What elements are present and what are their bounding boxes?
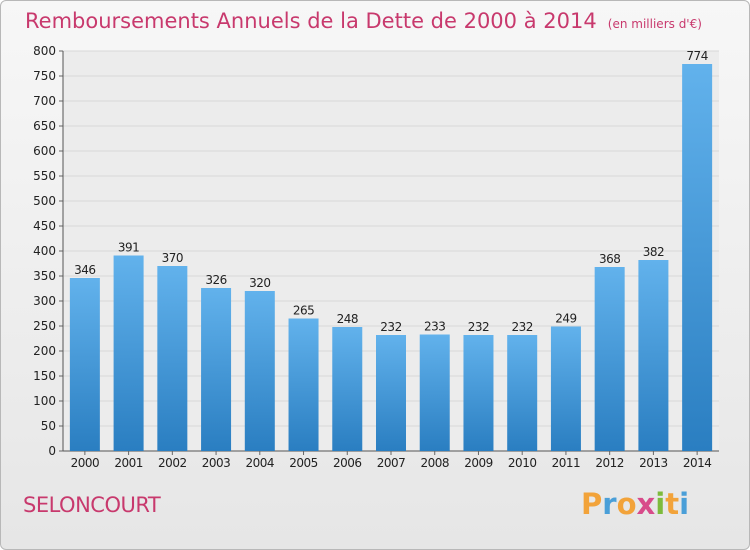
- y-tick-label: 450: [33, 219, 56, 233]
- y-tick-label: 500: [33, 194, 56, 208]
- bar: [550, 326, 581, 451]
- chart-title: Remboursements Annuels de la Dette de 20…: [25, 9, 597, 33]
- x-tick-label: 2004: [246, 456, 275, 470]
- x-tick-label: 2006: [333, 456, 362, 470]
- y-tick-label: 550: [33, 169, 56, 183]
- bar: [682, 64, 713, 451]
- x-tick-label: 2008: [420, 456, 449, 470]
- bar: [332, 327, 363, 451]
- y-tick-label: 50: [41, 419, 56, 433]
- x-tick-label: 2010: [508, 456, 537, 470]
- data-label: 232: [511, 320, 532, 334]
- y-tick-label: 650: [33, 119, 56, 133]
- data-label: 382: [643, 245, 664, 259]
- data-label: 232: [468, 320, 489, 334]
- bar: [463, 335, 494, 451]
- data-label: 346: [74, 263, 95, 277]
- x-tick-label: 2011: [552, 456, 581, 470]
- brand-letter: i: [655, 487, 666, 521]
- y-tick-label: 0: [48, 444, 56, 458]
- y-tick-label: 200: [33, 344, 56, 358]
- chart-unit: (en milliers d'€): [607, 17, 702, 31]
- data-label: 320: [249, 276, 270, 290]
- x-tick-label: 2012: [595, 456, 624, 470]
- brand-letter: x: [636, 487, 656, 521]
- bar: [113, 255, 144, 451]
- bar: [244, 291, 275, 451]
- x-tick-label: 2007: [377, 456, 406, 470]
- location-label: SELONCOURT: [23, 493, 161, 517]
- x-tick-label: 2013: [639, 456, 668, 470]
- x-tick-label: 2005: [289, 456, 318, 470]
- title-row: Remboursements Annuels de la Dette de 20…: [25, 9, 702, 33]
- x-tick-label: 2014: [683, 456, 712, 470]
- brand-letter: P: [581, 487, 603, 521]
- data-label: 265: [293, 304, 314, 318]
- y-tick-label: 400: [33, 244, 56, 258]
- x-tick-label: 2003: [202, 456, 231, 470]
- x-tick-label: 2001: [114, 456, 143, 470]
- data-label: 368: [599, 252, 620, 266]
- brand-letter: r: [602, 487, 617, 521]
- brand-letter: o: [616, 487, 637, 521]
- data-label: 249: [555, 312, 576, 326]
- data-label: 326: [205, 273, 226, 287]
- x-tick-label: 2009: [464, 456, 493, 470]
- bar: [376, 335, 406, 451]
- y-tick-label: 600: [33, 144, 56, 158]
- data-label: 248: [337, 312, 358, 326]
- y-tick-label: 300: [33, 294, 56, 308]
- x-tick-label: 2000: [71, 456, 100, 470]
- x-tick-label: 2002: [158, 456, 187, 470]
- bar: [638, 260, 669, 451]
- data-label: 232: [380, 320, 401, 334]
- brand-letter: i: [679, 487, 690, 521]
- y-tick-label: 350: [33, 269, 56, 283]
- bar: [201, 288, 232, 451]
- y-tick-label: 150: [33, 369, 56, 383]
- y-tick-label: 250: [33, 319, 56, 333]
- data-label: 370: [162, 251, 183, 265]
- data-label: 233: [424, 320, 445, 334]
- y-tick-label: 100: [33, 394, 56, 408]
- bar: [288, 318, 319, 451]
- bar: [507, 335, 538, 451]
- brand-logo: Proxiti: [581, 487, 689, 521]
- bar: [157, 266, 188, 451]
- data-label: 391: [118, 241, 139, 255]
- brand-letter: t: [665, 487, 680, 521]
- bar: [69, 278, 100, 451]
- y-tick-label: 750: [33, 69, 56, 83]
- y-tick-label: 700: [33, 94, 56, 108]
- bar: [419, 334, 450, 451]
- bar: [594, 267, 625, 451]
- data-label: 774: [686, 49, 707, 63]
- y-tick-label: 800: [33, 44, 56, 58]
